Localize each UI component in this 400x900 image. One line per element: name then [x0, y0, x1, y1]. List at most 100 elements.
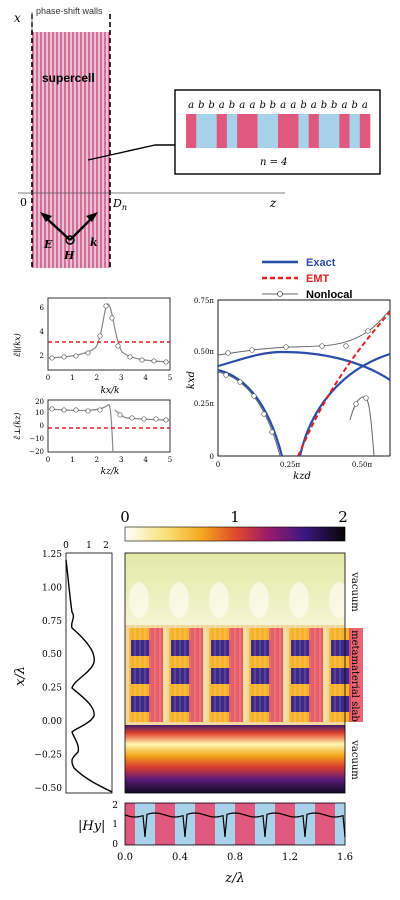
hy-cell [215, 803, 226, 845]
field-bubble [209, 582, 229, 618]
hy-cell [195, 803, 206, 845]
hy-cell [205, 803, 216, 845]
inset-letter: b [331, 100, 337, 111]
slab-cell-red [229, 628, 243, 722]
eps-perp-point [141, 416, 147, 422]
side-ytick: 1.00 [42, 583, 62, 593]
nonlocal-point [283, 344, 289, 350]
side-profile-curve [65, 559, 113, 793]
inset-letter: b [270, 100, 276, 111]
eps-perp-point [163, 417, 169, 423]
eps-perp-frame [47, 399, 171, 453]
inset-letter: a [362, 100, 368, 111]
nonlocal-point [249, 347, 255, 353]
eps-par-ylabel: ε̂∥(kx) [13, 333, 22, 357]
hy-curve [124, 812, 346, 838]
nonlocal-curve-2 [217, 371, 281, 457]
eps-perp-tick-10: 10 [35, 409, 44, 417]
inset-letter: b [208, 100, 214, 111]
c-ytick-025: 0.25π [194, 400, 215, 408]
hy-cell [245, 803, 256, 845]
eps-par-point [97, 333, 103, 339]
inset-cell [278, 114, 289, 148]
inset-cell [257, 114, 269, 148]
side-yticks: 1.25 1.00 0.75 0.50 0.25 0.00 −0.25 −0.50 [34, 550, 62, 794]
b-xtick: 1 [70, 456, 74, 464]
c-xlabel: kzd [293, 471, 311, 482]
walls-label: phase-shift walls [36, 6, 103, 16]
slab-band-dark [251, 668, 271, 684]
k-arrowhead [86, 212, 98, 222]
x-axis-label: x [14, 11, 21, 25]
inset-letter: b [300, 100, 306, 111]
slab-band-dark [211, 640, 231, 656]
supercell-slab [32, 32, 110, 268]
hy-cell [185, 803, 196, 845]
field-bubble [249, 582, 269, 618]
b-xtick: 4 [143, 374, 148, 382]
inset-cell [288, 114, 299, 148]
region-vacuum-bottom: vacuum [349, 739, 360, 780]
panel-d: 0 1 2 vacuum metamaterial slab vacuum 0 … [13, 508, 363, 886]
inset-letter: a [219, 100, 225, 111]
eps-par-point [103, 303, 109, 309]
k-label: k [90, 236, 98, 249]
e-label: E [43, 238, 53, 251]
hy-cell [315, 803, 326, 845]
nonlocal-points [223, 328, 371, 435]
slab-band-dark [251, 640, 271, 656]
b-xtick: 4 [143, 456, 148, 464]
eps-perp-xticks: 0 1 2 3 4 5 [46, 456, 172, 464]
inset-caption: n = 4 [260, 157, 288, 168]
legend-nonlocal-marker [277, 291, 283, 297]
inset-strip [186, 114, 371, 148]
inset-cell [206, 114, 217, 148]
slab-band-dark [331, 640, 351, 656]
inset-cell [339, 114, 350, 148]
exact-curve-4 [217, 350, 283, 368]
nonlocal-curve-3 [349, 396, 375, 457]
exact-curve-1 [217, 368, 284, 457]
b-xtick: 1 [70, 374, 74, 382]
side-ytick: 0.25 [42, 684, 62, 694]
inset-cell [267, 114, 279, 148]
field-bubble [289, 582, 309, 618]
inset-letter: a [290, 100, 296, 111]
inset-cell [196, 114, 207, 148]
eps-perp-ylabel: ε̂⊥(kz) [13, 412, 22, 439]
hy-xtick: 1.6 [337, 852, 353, 863]
slab-cell-red [309, 628, 323, 722]
e-arrow [43, 215, 71, 241]
slab-band-dark [211, 668, 231, 684]
eps-par-frame [47, 297, 171, 371]
b-xtick: 2 [95, 456, 99, 464]
slab-cell-red [269, 628, 283, 722]
inset-letter: a [239, 100, 245, 111]
slab-band-dark [251, 696, 271, 712]
eps-par-point [163, 359, 169, 365]
d-label: Dn [112, 197, 127, 212]
inset-cell [226, 114, 238, 148]
colorbar [124, 526, 346, 542]
inset-letter: b [321, 100, 327, 111]
eps-par-tick-4: 4 [40, 328, 45, 336]
slab-cell-red [349, 628, 363, 722]
colorbar-tick-1: 1 [230, 508, 240, 526]
eps-par-point [61, 354, 67, 360]
field-vacuum-top [125, 553, 345, 625]
e-arrowhead [40, 212, 52, 222]
inset-letter: a [188, 100, 194, 111]
c-xtick-025: 0.25π [280, 461, 301, 469]
side-ytick: 0.50 [42, 650, 62, 660]
inset-cell [329, 114, 340, 148]
emt-curve [297, 311, 391, 457]
slab-band-dark [131, 696, 151, 712]
nonlocal-point [365, 328, 371, 334]
nonlocal-curve-1 [217, 309, 391, 356]
hy-xtick: 0.4 [172, 852, 188, 863]
panel-c: Exact EMT Nonlocal 0 0.25π 0.50π 0.75π 0… [186, 257, 391, 482]
eps-perp-point [73, 407, 79, 413]
nonlocal-point [353, 401, 359, 407]
inset-letter: a [249, 100, 255, 111]
